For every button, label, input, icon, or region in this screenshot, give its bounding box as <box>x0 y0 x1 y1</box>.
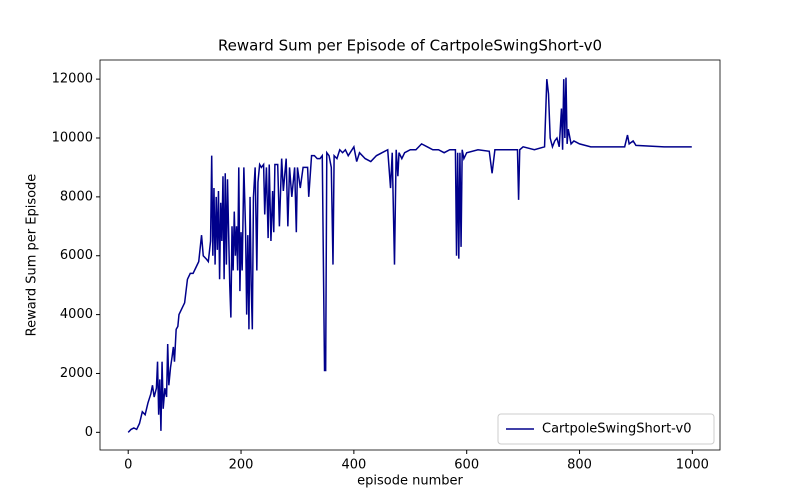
x-axis-label: episode number <box>357 474 463 489</box>
x-tick-label: 800 <box>567 458 592 473</box>
y-tick-label: 12000 <box>52 72 93 87</box>
legend-label: CartpoleSwingShort-v0 <box>542 422 691 437</box>
chart-title: Reward Sum per Episode of CartpoleSwingS… <box>218 37 602 55</box>
x-tick-label: 400 <box>341 458 366 473</box>
legend-box <box>497 413 715 445</box>
axes-frame <box>99 59 721 451</box>
y-tick-label: 10000 <box>52 131 93 146</box>
x-tick-label: 600 <box>454 458 479 473</box>
y-tick-label: 6000 <box>60 248 93 263</box>
x-tick-label: 1000 <box>676 458 709 473</box>
x-tick-label: 0 <box>124 458 132 473</box>
x-tick-label: 200 <box>229 458 254 473</box>
y-axis-label: Reward Sum per Episode <box>25 174 40 337</box>
y-tick-label: 2000 <box>60 366 93 381</box>
y-tick-label: 4000 <box>60 307 93 322</box>
series-line <box>127 77 692 433</box>
y-tick-label: 8000 <box>60 189 93 204</box>
y-tick-label: 0 <box>85 425 93 440</box>
